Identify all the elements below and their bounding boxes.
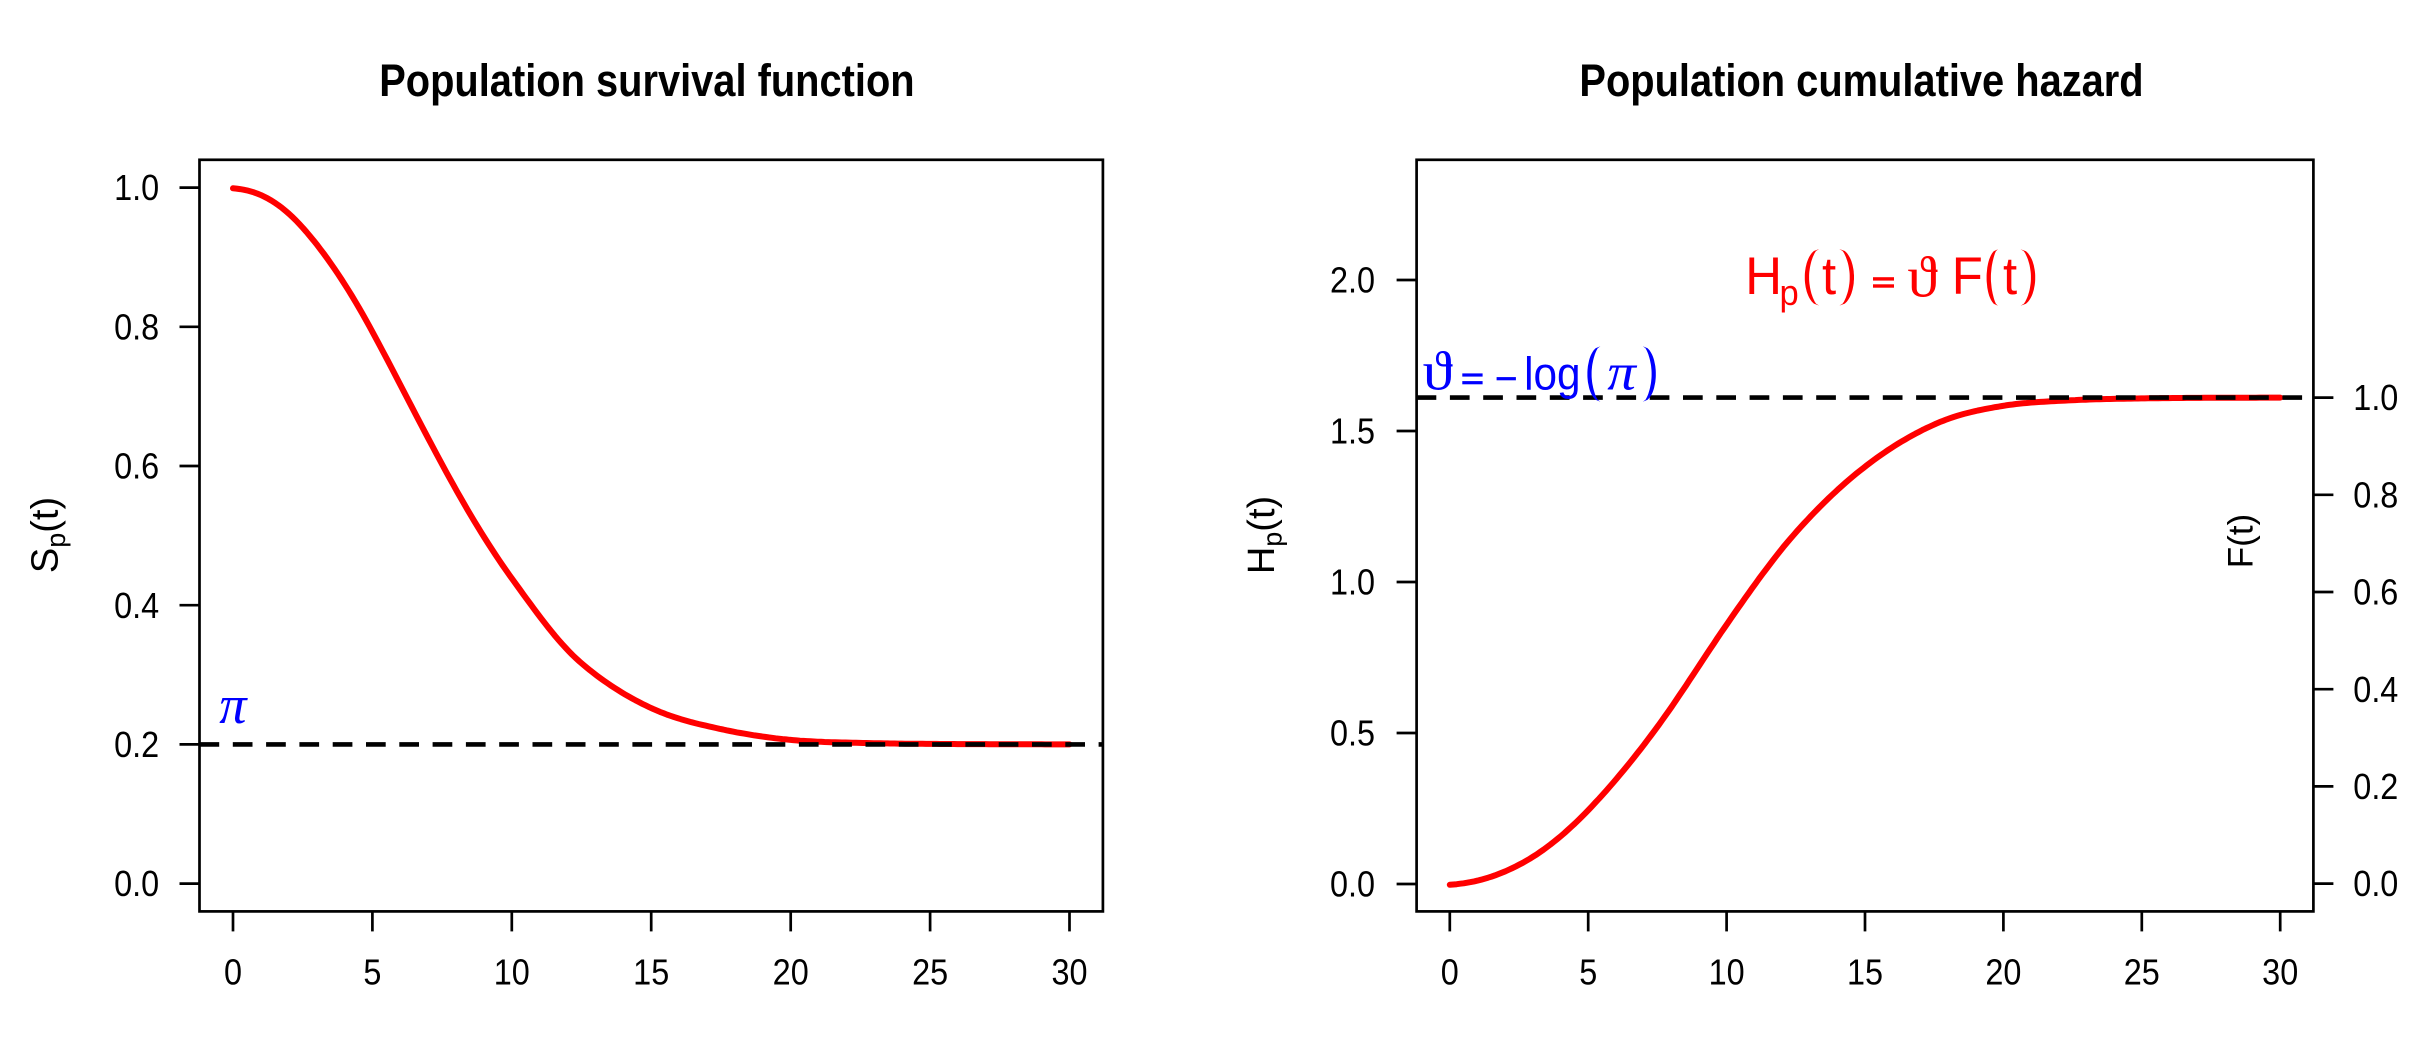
svg-text:30: 30 [2262, 953, 2298, 993]
svg-text:5: 5 [363, 953, 381, 993]
svg-text:10: 10 [1709, 953, 1745, 993]
svg-text:Sp(t): Sp(t) [25, 497, 72, 573]
svg-text:15: 15 [633, 953, 669, 993]
svg-text:ϑ: ϑ [1907, 245, 1938, 309]
svg-text:0.0: 0.0 [1330, 865, 1375, 905]
svg-text:0: 0 [1441, 953, 1459, 993]
svg-text:H: H [1745, 247, 1782, 306]
svg-text:0.8: 0.8 [2353, 476, 2398, 516]
svg-text:t: t [2003, 247, 2018, 306]
svg-text:t: t [1822, 247, 1837, 306]
svg-text:π: π [1607, 343, 1637, 401]
svg-text:0.0: 0.0 [2353, 865, 2398, 905]
svg-text:p: p [1780, 273, 1799, 313]
svg-text:0: 0 [224, 953, 242, 993]
svg-text:2.0: 2.0 [1330, 261, 1375, 301]
svg-text:1.5: 1.5 [1330, 412, 1375, 452]
svg-text:F(t): F(t) [2222, 514, 2261, 568]
svg-text:0.0: 0.0 [114, 865, 159, 905]
svg-text:Population cumulative hazard: Population cumulative hazard [1579, 57, 2143, 107]
svg-text:20: 20 [773, 953, 809, 993]
svg-text:20: 20 [1985, 953, 2021, 993]
svg-text:0.4: 0.4 [2353, 670, 2398, 710]
svg-text:10: 10 [494, 953, 530, 993]
svg-text:0.4: 0.4 [114, 586, 159, 626]
svg-text:Hp(t): Hp(t) [1241, 496, 1288, 574]
svg-text:30: 30 [1051, 953, 1087, 993]
svg-text:π: π [219, 674, 248, 735]
svg-text:15: 15 [1847, 953, 1883, 993]
svg-text:log: log [1524, 349, 1580, 400]
svg-text:0.2: 0.2 [2353, 767, 2398, 807]
svg-text:0.5: 0.5 [1330, 714, 1375, 754]
svg-text:0.8: 0.8 [114, 308, 159, 348]
svg-text:0.2: 0.2 [114, 725, 159, 765]
svg-text:25: 25 [912, 953, 948, 993]
svg-text:1.0: 1.0 [1330, 563, 1375, 603]
svg-text:ϑ: ϑ [1423, 340, 1453, 402]
svg-text:F: F [1952, 247, 1983, 306]
svg-text:0.6: 0.6 [2353, 573, 2398, 613]
svg-text:5: 5 [1579, 953, 1597, 993]
svg-text:1.0: 1.0 [2353, 379, 2398, 419]
svg-text:Population survival function: Population survival function [379, 57, 914, 107]
svg-text:0.6: 0.6 [114, 447, 159, 487]
svg-text:1.0: 1.0 [114, 169, 159, 209]
svg-text:25: 25 [2124, 953, 2160, 993]
